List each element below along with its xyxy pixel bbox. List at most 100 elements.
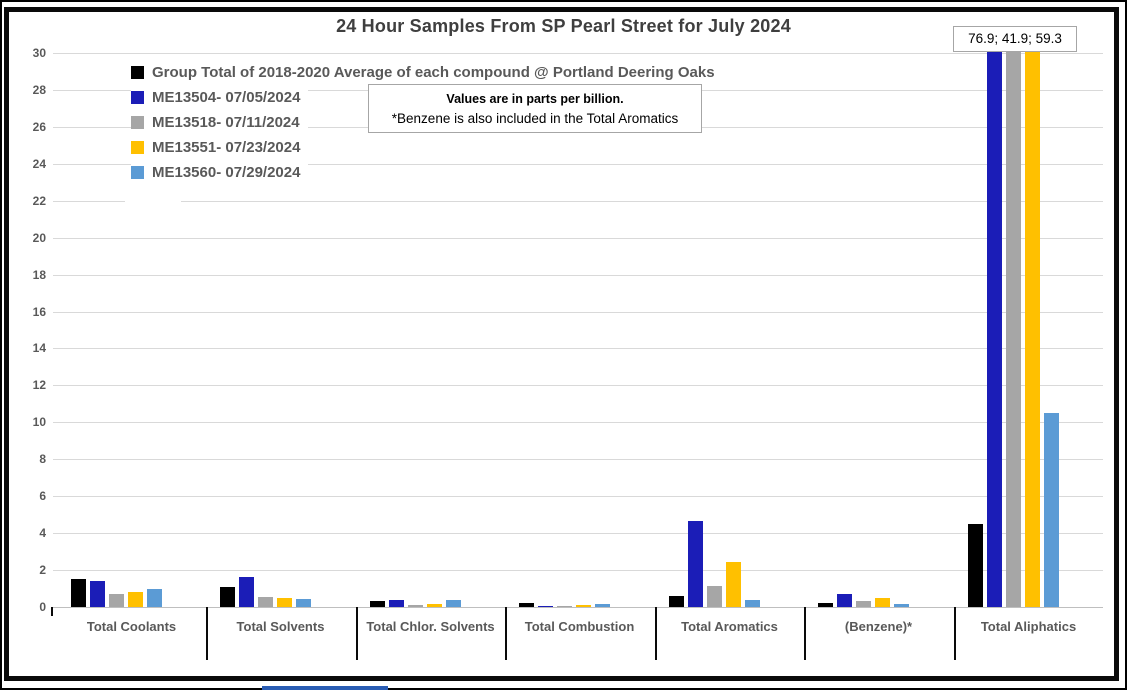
legend-swatch [131,66,144,79]
legend: Group Total of 2018-2020 Average of each… [131,60,723,185]
y-axis-label: 10 [32,415,46,429]
bar [837,594,852,607]
clipped-values-callout: 76.9; 41.9; 59.3 [953,26,1077,52]
bar [109,594,124,607]
bar [894,604,909,607]
legend-item: ME13504- 07/05/2024 [131,85,309,110]
category-divider [356,607,358,660]
legend-item: ME13560- 07/29/2024 [131,160,309,185]
bar [1044,413,1059,607]
bar [688,521,703,607]
bar [296,599,311,607]
bar [875,598,890,607]
bar [427,604,442,607]
y-axis-label: 0 [39,600,46,614]
axis-tick [51,607,53,616]
y-axis-label: 12 [32,378,46,392]
category-label: Total Aliphatics [980,619,1077,634]
bar [595,604,610,607]
legend-item: ME13551- 07/23/2024 [131,135,309,160]
legend-item: Group Total of 2018-2020 Average of each… [131,60,723,85]
y-axis-label: 24 [32,157,46,171]
gridline [53,385,1103,386]
category-label: Total Chlor. Solvents [366,619,495,634]
legend-swatch [131,91,144,104]
y-axis-label: 18 [32,268,46,282]
bar [258,597,273,607]
y-axis-label: 30 [32,46,46,60]
bar [239,577,254,607]
chart-title: 24 Hour Samples From SP Pearl Street for… [336,16,791,36]
bar [370,601,385,607]
legend-spacer [125,184,181,216]
gridline [53,422,1103,423]
window-fragment [262,686,388,690]
gridline [53,53,1103,54]
bar [277,598,292,607]
y-axis-label: 4 [39,526,46,540]
bar [446,600,461,607]
bar [90,581,105,607]
category-divider [804,607,806,660]
legend-swatch [131,166,144,179]
category-label: (Benzene)* [844,619,913,634]
gridline [53,607,1103,608]
y-axis-label: 28 [32,83,46,97]
gridline [53,348,1103,349]
category-label: Total Combustion [524,619,635,634]
category-label: Total Coolants [86,619,177,634]
gridline [53,275,1103,276]
bar [519,603,534,607]
y-axis-label: 26 [32,120,46,134]
gridline [53,459,1103,460]
units-note-line2: *Benzene is also included in the Total A… [391,111,679,126]
legend-label: ME13560- 07/29/2024 [152,164,301,181]
category-label: Total Aromatics [681,619,778,634]
legend-label: Group Total of 2018-2020 Average of each… [152,64,715,81]
legend-label: ME13504- 07/05/2024 [152,89,301,106]
bar [968,524,983,607]
gridline [53,238,1103,239]
bar [987,51,1002,607]
bar [538,606,553,607]
gridline [53,201,1103,202]
gridline [53,496,1103,497]
category-divider [954,607,956,660]
bar [147,589,162,607]
category-divider [505,607,507,660]
bar [557,606,572,607]
y-axis-label: 14 [32,341,46,355]
bar [726,562,741,607]
bar [71,579,86,607]
gridline [53,312,1103,313]
units-note-line1: Values are in parts per billion. [446,92,624,106]
bar [707,586,722,607]
legend-label: ME13518- 07/11/2024 [152,114,300,131]
category-label: Total Solvents [236,619,325,634]
y-axis-label: 20 [32,231,46,245]
category-divider [655,607,657,660]
units-note-box: Values are in parts per billion. *Benzen… [368,84,702,133]
gridline [53,570,1103,571]
legend-label: ME13551- 07/23/2024 [152,139,301,156]
bar [220,587,235,607]
bar [1025,51,1040,607]
bar [128,592,143,607]
bar [408,605,423,607]
bar [856,601,871,607]
legend-item: ME13518- 07/11/2024 [131,110,308,135]
bar [1006,51,1021,607]
bar [745,600,760,607]
gridline [53,164,1103,165]
bar [389,600,404,607]
category-divider [206,607,208,660]
bar [576,605,591,607]
gridline [53,533,1103,534]
y-axis-label: 16 [32,305,46,319]
legend-swatch [131,116,144,129]
y-axis-label: 8 [39,452,46,466]
y-axis-label: 6 [39,489,46,503]
y-axis-label: 2 [39,563,46,577]
bar [818,603,833,607]
